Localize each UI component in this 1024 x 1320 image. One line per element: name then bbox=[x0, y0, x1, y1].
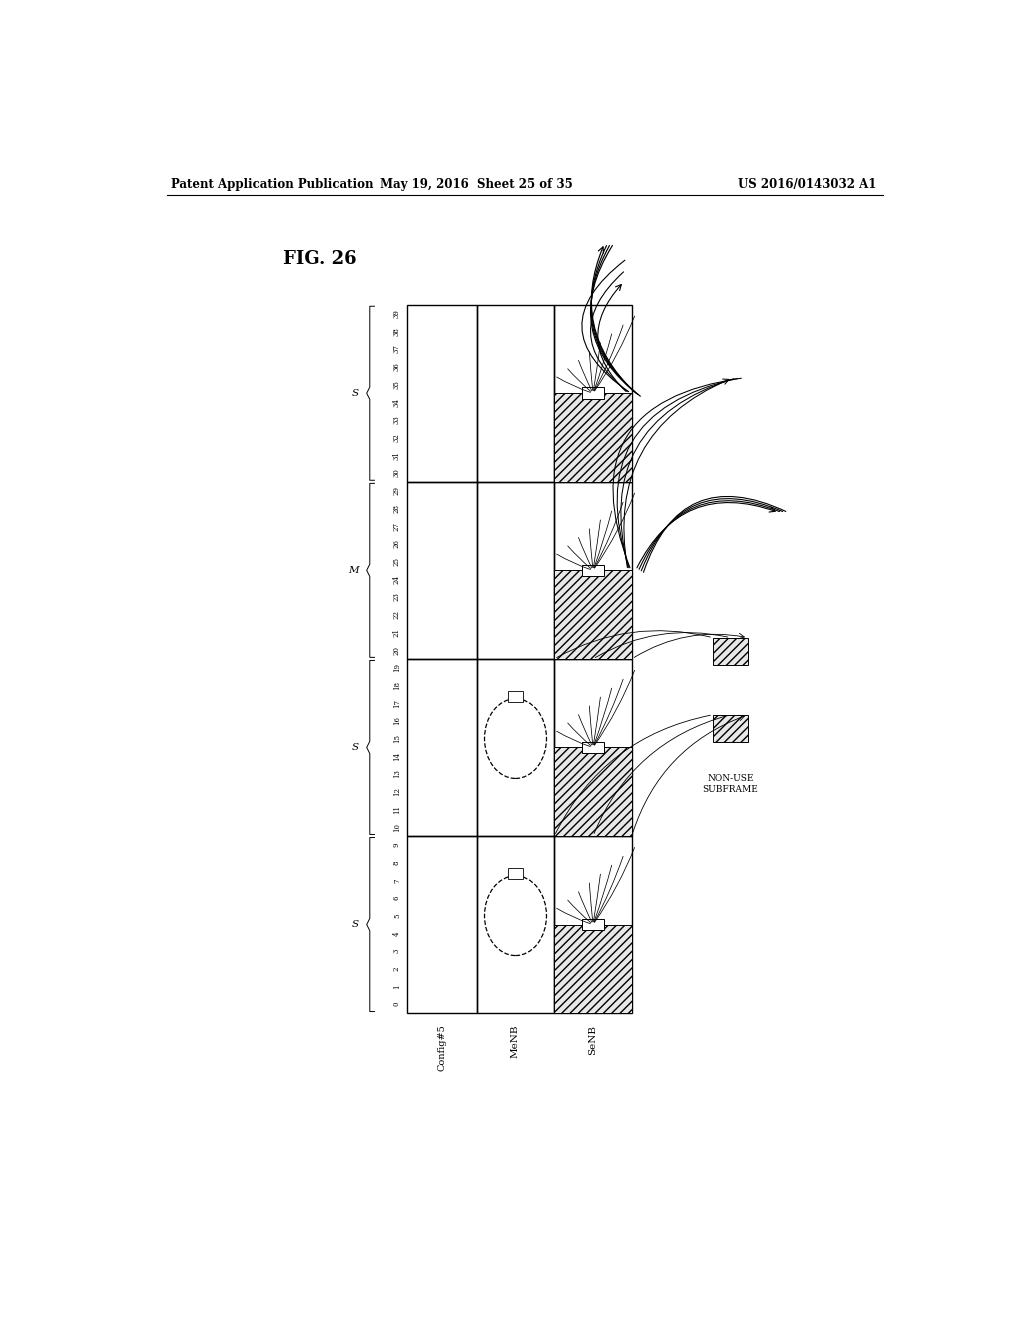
Text: 25: 25 bbox=[393, 557, 401, 566]
Bar bbox=[554, 836, 632, 1014]
Text: 18: 18 bbox=[393, 681, 401, 690]
Text: 14: 14 bbox=[393, 752, 401, 760]
Text: 21: 21 bbox=[393, 628, 401, 636]
Text: 28: 28 bbox=[393, 504, 401, 513]
Bar bbox=[713, 714, 748, 742]
Text: 7: 7 bbox=[393, 878, 401, 883]
Text: May 19, 2016  Sheet 25 of 35: May 19, 2016 Sheet 25 of 35 bbox=[380, 178, 573, 190]
Text: 2: 2 bbox=[393, 966, 401, 972]
Bar bbox=[554, 924, 632, 1014]
Text: 10: 10 bbox=[393, 822, 401, 832]
Bar bbox=[583, 919, 604, 931]
Bar bbox=[407, 659, 477, 836]
Text: FIG. 26: FIG. 26 bbox=[283, 249, 356, 268]
Bar bbox=[583, 388, 604, 399]
Text: 39: 39 bbox=[393, 309, 401, 318]
Text: M: M bbox=[348, 566, 359, 574]
Bar bbox=[407, 482, 477, 659]
Text: 32: 32 bbox=[393, 433, 401, 442]
Text: S: S bbox=[352, 920, 359, 929]
Text: SeNB: SeNB bbox=[589, 1024, 597, 1055]
Text: MeNB: MeNB bbox=[511, 1024, 520, 1059]
Bar bbox=[583, 565, 604, 576]
Bar bbox=[477, 659, 554, 836]
Text: 37: 37 bbox=[393, 345, 401, 354]
Bar bbox=[477, 482, 554, 659]
Text: 9: 9 bbox=[393, 842, 401, 847]
Text: 4: 4 bbox=[393, 931, 401, 936]
Bar bbox=[477, 305, 554, 482]
Bar bbox=[554, 570, 632, 659]
Text: 34: 34 bbox=[393, 397, 401, 407]
Text: 16: 16 bbox=[393, 717, 401, 726]
Text: US 2016/0143032 A1: US 2016/0143032 A1 bbox=[737, 178, 876, 190]
Bar bbox=[407, 305, 477, 482]
Bar bbox=[508, 692, 523, 702]
Text: Config#5: Config#5 bbox=[437, 1024, 446, 1072]
Text: 31: 31 bbox=[393, 451, 401, 459]
Bar bbox=[554, 659, 632, 836]
Text: Patent Application Publication: Patent Application Publication bbox=[171, 178, 373, 190]
Text: 19: 19 bbox=[393, 663, 401, 672]
Text: S: S bbox=[352, 389, 359, 397]
Text: 8: 8 bbox=[393, 861, 401, 865]
Bar bbox=[407, 836, 477, 1014]
Text: 22: 22 bbox=[393, 610, 401, 619]
Text: 1: 1 bbox=[393, 985, 401, 989]
Text: NON-USE
SUBFRAME: NON-USE SUBFRAME bbox=[702, 775, 759, 793]
Text: 13: 13 bbox=[393, 770, 401, 779]
Bar bbox=[554, 393, 632, 482]
Bar bbox=[583, 742, 604, 754]
Bar bbox=[554, 305, 632, 482]
Text: 3: 3 bbox=[393, 949, 401, 953]
Bar bbox=[554, 747, 632, 836]
Text: 29: 29 bbox=[393, 486, 401, 495]
Text: 27: 27 bbox=[393, 521, 401, 531]
Text: 24: 24 bbox=[393, 574, 401, 583]
Bar bbox=[508, 869, 523, 879]
Text: 36: 36 bbox=[393, 362, 401, 371]
Text: 33: 33 bbox=[393, 416, 401, 424]
Text: 38: 38 bbox=[393, 327, 401, 335]
Text: 23: 23 bbox=[393, 593, 401, 602]
Text: S: S bbox=[352, 743, 359, 752]
Text: 26: 26 bbox=[393, 540, 401, 548]
Bar bbox=[713, 638, 748, 665]
Text: 35: 35 bbox=[393, 380, 401, 389]
Text: 11: 11 bbox=[393, 805, 401, 814]
Bar bbox=[554, 482, 632, 659]
Text: 15: 15 bbox=[393, 734, 401, 743]
Text: 17: 17 bbox=[393, 698, 401, 708]
Text: 0: 0 bbox=[393, 1002, 401, 1006]
Text: 6: 6 bbox=[393, 896, 401, 900]
Text: 20: 20 bbox=[393, 645, 401, 655]
Text: 30: 30 bbox=[393, 469, 401, 478]
Text: 5: 5 bbox=[393, 913, 401, 917]
Bar bbox=[477, 836, 554, 1014]
Text: 12: 12 bbox=[393, 787, 401, 796]
